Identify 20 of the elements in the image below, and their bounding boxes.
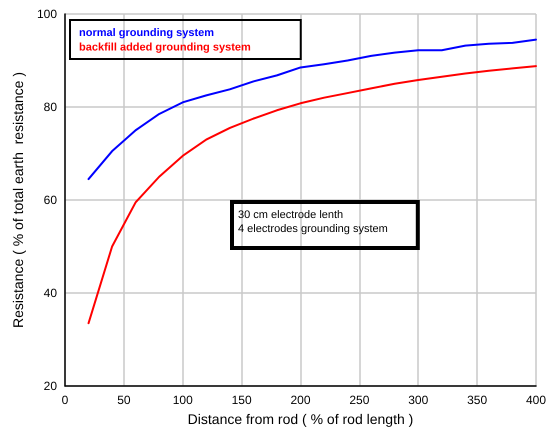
y-tick-label: 40 [44, 286, 58, 300]
annotation: 30 cm electrode lenth 4 electrodes grounding system [238, 209, 388, 235]
x-tick-label: 350 [467, 393, 488, 407]
y-tick-label: 20 [44, 379, 58, 393]
x-tick-label: 200 [290, 393, 311, 407]
x-tick-label: 150 [232, 393, 252, 407]
x-tick-label: 50 [117, 393, 131, 407]
x-tick-label: 0 [62, 393, 69, 407]
y-tick-label: 100 [36, 7, 58, 21]
x-axis-title: Distance from rod ( % of rod length ) [188, 411, 414, 427]
text: backfill added grounding system [79, 42, 251, 54]
x-tick-label: 300 [408, 393, 429, 407]
line-series [88, 65, 537, 324]
y-tick-label: 60 [44, 193, 58, 207]
x-tick-label: 400 [526, 393, 546, 407]
y-axis-title: Resistance ( % of total earth resistance ) [10, 72, 26, 328]
y-tick-label: 80 [44, 100, 58, 114]
x-tick-label: 250 [349, 393, 370, 407]
x-tick-label: 100 [172, 393, 194, 407]
text: normal grounding system [79, 27, 214, 39]
